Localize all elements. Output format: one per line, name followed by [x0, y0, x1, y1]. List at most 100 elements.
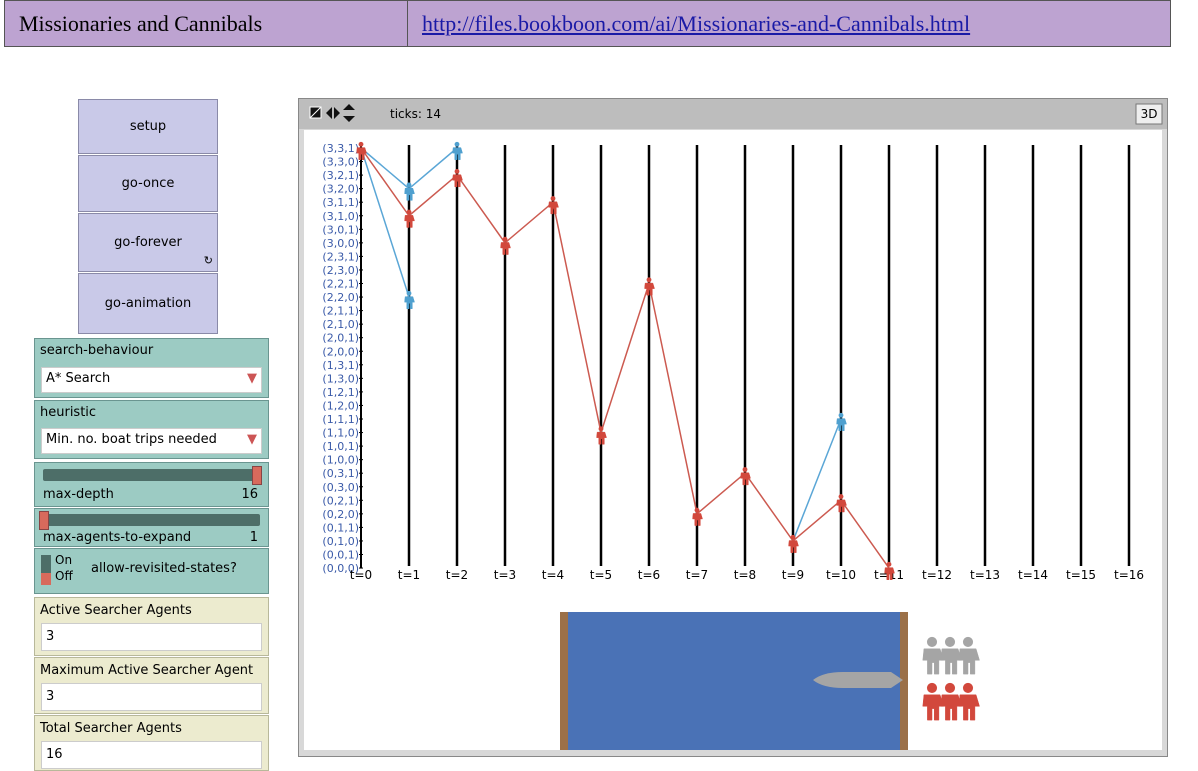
header-title: Missionaries and Cannibals — [4, 0, 408, 47]
go-animation-button[interactable]: go-animation — [78, 273, 218, 334]
left-bank — [560, 612, 568, 750]
head — [502, 236, 508, 242]
person — [836, 494, 847, 513]
right-bank — [900, 612, 908, 750]
person — [922, 682, 944, 721]
person — [884, 561, 895, 580]
head — [838, 494, 844, 500]
body — [452, 174, 463, 188]
slider[interactable]: max-depth 16 — [34, 462, 269, 507]
person — [922, 636, 944, 675]
head — [358, 141, 364, 147]
blue-link — [792, 418, 842, 542]
setup-button[interactable]: setup — [78, 99, 218, 154]
state-label: (3,2,0) — [322, 183, 359, 196]
toolbar — [299, 99, 1167, 129]
state-label: (0,0,1) — [322, 549, 359, 562]
state-label: (2,2,1) — [322, 278, 359, 291]
time-label: t=9 — [782, 568, 804, 582]
head — [944, 682, 956, 693]
head — [598, 426, 604, 432]
body — [788, 540, 799, 553]
person — [692, 507, 703, 526]
switch-knob — [41, 573, 51, 585]
head — [962, 636, 974, 647]
go-once-button[interactable]: go-once — [78, 155, 218, 212]
time-label: t=3 — [494, 568, 516, 582]
button-label: go-forever — [114, 235, 182, 250]
state-label: (1,0,0) — [322, 454, 359, 467]
body — [356, 147, 367, 160]
body — [958, 694, 980, 721]
links — [360, 147, 890, 569]
chooser[interactable]: heuristic Min. no. boat trips needed ▼ — [34, 400, 269, 459]
time-label: t=8 — [734, 568, 756, 582]
state-label: (0,3,1) — [322, 467, 359, 480]
person — [596, 426, 607, 445]
body — [452, 147, 463, 160]
head — [886, 561, 892, 567]
slider[interactable]: max-agents-to-expand 1 — [34, 508, 269, 547]
person — [836, 412, 847, 431]
person — [500, 236, 511, 255]
body — [596, 431, 607, 445]
state-label: (3,3,1) — [322, 142, 359, 155]
forever-icon: ↻ — [203, 254, 213, 267]
go-forever-button[interactable]: go-forever ↻ — [78, 213, 218, 272]
person — [940, 682, 962, 721]
body — [404, 215, 415, 228]
slider-track — [43, 469, 260, 481]
body — [740, 472, 751, 486]
monitor: Total Searcher Agents 16 — [34, 715, 269, 771]
time-label: t=12 — [922, 568, 952, 582]
person — [958, 636, 980, 675]
chooser-arrow: ▼ — [247, 432, 257, 447]
monitor-label: Maximum Active Searcher Agent — [40, 663, 254, 678]
state-label: (1,1,0) — [322, 427, 359, 440]
person — [404, 290, 415, 309]
person — [356, 141, 367, 160]
person — [740, 467, 751, 486]
chooser[interactable]: search-behaviour A* Search ▼ — [34, 338, 269, 398]
slider-value: 16 — [241, 487, 258, 502]
chooser-value: Min. no. boat trips needed ▼ — [41, 428, 262, 454]
state-label: (2,3,1) — [322, 250, 359, 263]
person — [404, 209, 415, 228]
head — [406, 290, 412, 296]
state-label: (2,2,0) — [322, 291, 359, 304]
3d-label[interactable]: 3D — [1141, 107, 1158, 121]
head — [646, 277, 652, 283]
state-label: (1,2,1) — [322, 386, 359, 399]
state-label: (0,2,1) — [322, 494, 359, 507]
slider-label: max-agents-to-expand — [43, 530, 192, 545]
switch[interactable]: On Off allow-revisited-states? — [34, 548, 269, 594]
slider-handle — [39, 511, 49, 530]
head — [944, 636, 956, 647]
body — [644, 282, 655, 296]
time-label: t=13 — [970, 568, 1000, 582]
3d-button[interactable] — [1135, 103, 1163, 125]
state-label: (1,3,1) — [322, 359, 359, 372]
head — [454, 168, 460, 174]
state-label: (3,1,1) — [322, 196, 359, 209]
state-label: (2,3,0) — [322, 264, 359, 277]
body — [958, 648, 980, 675]
person — [452, 168, 463, 188]
switch-track — [41, 555, 51, 585]
body — [884, 567, 895, 580]
chooser-text: A* Search — [46, 371, 111, 386]
slider-value: 1 — [249, 530, 258, 545]
state-label: (0,3,0) — [322, 481, 359, 494]
time-label: t=5 — [590, 568, 612, 582]
blue-link — [408, 147, 458, 190]
monitor-label: Total Searcher Agents — [40, 721, 182, 736]
header-url[interactable]: http://files.bookboon.com/ai/Missionarie… — [407, 0, 1171, 47]
head — [550, 196, 556, 201]
chooser-label: heuristic — [40, 405, 97, 420]
chooser-text: Min. no. boat trips needed — [46, 432, 217, 447]
person — [452, 141, 463, 160]
time-label: t=4 — [542, 568, 564, 582]
head — [742, 467, 748, 472]
head — [962, 682, 974, 693]
